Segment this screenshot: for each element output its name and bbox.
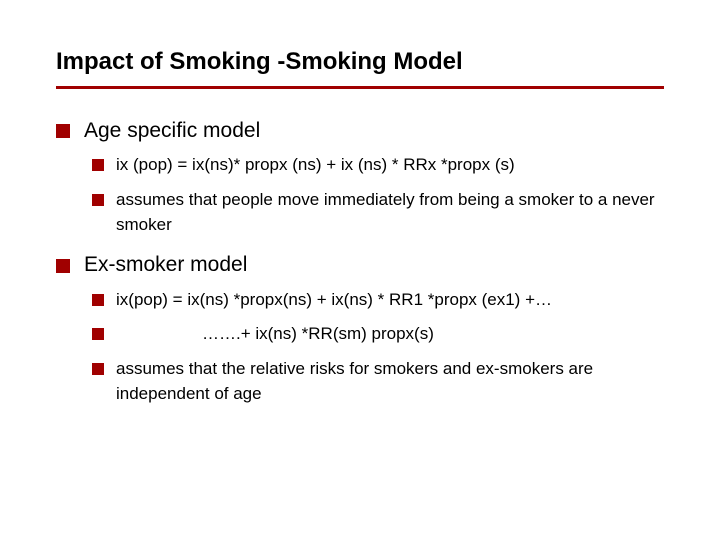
list-item: assumes that people move immediately fro… xyxy=(92,188,664,237)
list-item: ix (pop) = ix(ns)* propx (ns) + ix (ns) … xyxy=(92,153,664,178)
slide-title: Impact of Smoking -Smoking Model xyxy=(56,48,664,76)
level1-label: Age specific model xyxy=(84,119,260,142)
list-item: Age specific model ix (pop) = ix(ns)* pr… xyxy=(56,117,664,237)
level2-text: assumes that the relative risks for smok… xyxy=(116,359,593,403)
title-underline xyxy=(56,86,664,89)
slide: Impact of Smoking -Smoking Model Age spe… xyxy=(0,0,720,540)
level2-text: assumes that people move immediately fro… xyxy=(116,190,655,234)
bullet-list-level1: Age specific model ix (pop) = ix(ns)* pr… xyxy=(56,117,664,406)
bullet-list-level2: ix(pop) = ix(ns) *propx(ns) + ix(ns) * R… xyxy=(92,288,664,407)
level2-text: …….+ ix(ns) *RR(sm) propx(s) xyxy=(116,324,434,343)
list-item: …….+ ix(ns) *RR(sm) propx(s) xyxy=(92,322,664,347)
list-item: assumes that the relative risks for smok… xyxy=(92,357,664,406)
list-item: Ex-smoker model ix(pop) = ix(ns) *propx(… xyxy=(56,251,664,406)
level2-text: ix (pop) = ix(ns)* propx (ns) + ix (ns) … xyxy=(116,155,515,174)
list-item: ix(pop) = ix(ns) *propx(ns) + ix(ns) * R… xyxy=(92,288,664,313)
level2-text: ix(pop) = ix(ns) *propx(ns) + ix(ns) * R… xyxy=(116,290,552,309)
level1-label: Ex-smoker model xyxy=(84,253,247,276)
bullet-list-level2: ix (pop) = ix(ns)* propx (ns) + ix (ns) … xyxy=(92,153,664,237)
